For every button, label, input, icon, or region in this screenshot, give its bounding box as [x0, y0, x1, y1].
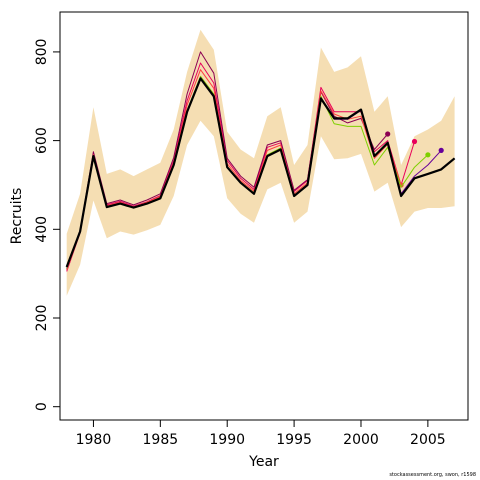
x-axis-title: Year: [248, 454, 279, 470]
x-tick-label-3: 1995: [276, 432, 312, 448]
x-tick-label-4: 2000: [343, 432, 379, 448]
series-endpoint-5: [438, 147, 444, 153]
y-tick-label-3: 600: [34, 127, 50, 154]
credit-text: stockassessment.org, swon, r1598: [389, 472, 476, 478]
x-tick-label-2: 1990: [209, 432, 245, 448]
y-tick-label-1: 200: [34, 305, 50, 332]
y-tick-label-4: 800: [34, 39, 50, 66]
y-tick-label-2: 400: [34, 216, 50, 243]
x-tick-label-0: 1980: [76, 432, 112, 448]
series-line-2: [66, 51, 389, 270]
confidence-band: [66, 29, 455, 296]
x-tick-label-1: 1985: [143, 432, 179, 448]
y-tick-label-0: 0: [34, 402, 50, 411]
series-endpoint-2: [385, 131, 391, 137]
y-axis-title: Recruits: [9, 188, 25, 245]
series-endpoint-4: [425, 152, 431, 158]
x-axis: 1980 1985 1990 1995 2000 2005: [76, 419, 446, 448]
series-endpoint-1: [411, 138, 418, 145]
y-axis: 0 200 400 600 800: [34, 39, 61, 411]
series-line-0: [65, 77, 456, 268]
confidence-band-layer: [66, 29, 455, 296]
series-layer: [65, 51, 456, 272]
x-tick-label-5: 2005: [410, 432, 446, 448]
